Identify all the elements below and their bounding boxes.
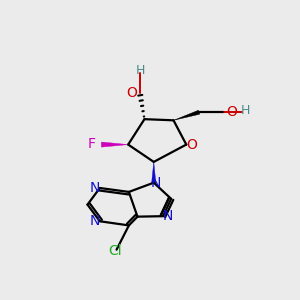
Text: O: O (187, 138, 198, 152)
Polygon shape (152, 162, 156, 183)
Text: Cl: Cl (109, 244, 122, 258)
Text: N: N (163, 209, 173, 223)
Text: N: N (89, 181, 100, 194)
Text: O: O (127, 85, 137, 100)
Polygon shape (101, 142, 128, 147)
Text: F: F (88, 137, 96, 151)
Text: H: H (241, 104, 250, 117)
Text: O: O (226, 105, 237, 119)
Text: N: N (89, 214, 100, 228)
Text: H: H (136, 64, 145, 77)
Text: N: N (150, 176, 161, 190)
Polygon shape (173, 110, 200, 120)
